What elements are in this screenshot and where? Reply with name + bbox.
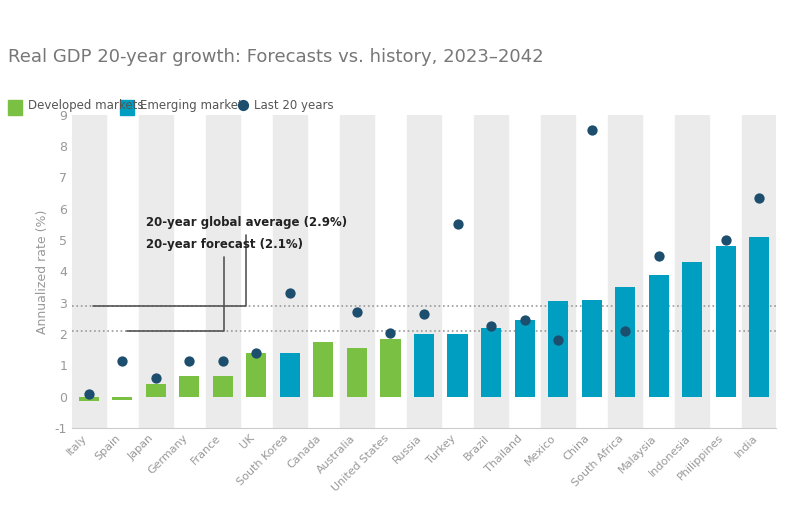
Point bbox=[350, 308, 363, 316]
Y-axis label: Annualized rate (%): Annualized rate (%) bbox=[36, 209, 50, 334]
Bar bbox=[273, 115, 306, 428]
Bar bbox=[78, 397, 99, 401]
Bar bbox=[213, 376, 233, 397]
Point bbox=[183, 357, 196, 365]
Point bbox=[418, 310, 430, 318]
Bar bbox=[615, 287, 635, 397]
Text: Real GDP 20-year growth: Forecasts vs. history, 2023–2042: Real GDP 20-year growth: Forecasts vs. h… bbox=[8, 49, 544, 66]
Bar bbox=[314, 342, 334, 397]
Bar bbox=[481, 328, 501, 397]
Text: 20-year global average (2.9%): 20-year global average (2.9%) bbox=[94, 217, 347, 306]
Bar bbox=[716, 246, 736, 397]
Point bbox=[82, 389, 95, 398]
Point bbox=[116, 357, 129, 365]
Point bbox=[753, 194, 766, 202]
Bar bbox=[246, 353, 266, 397]
Point bbox=[652, 252, 665, 260]
Bar bbox=[649, 275, 669, 397]
Bar bbox=[474, 115, 508, 428]
Bar bbox=[675, 115, 709, 428]
Bar bbox=[514, 320, 534, 397]
Bar bbox=[749, 237, 770, 397]
Point bbox=[586, 126, 598, 135]
Bar bbox=[112, 397, 132, 400]
Bar bbox=[414, 334, 434, 397]
Bar bbox=[682, 262, 702, 397]
Bar bbox=[179, 376, 199, 397]
Point bbox=[719, 236, 732, 244]
Bar bbox=[146, 384, 166, 397]
Text: 20-year forecast (2.1%): 20-year forecast (2.1%) bbox=[126, 239, 302, 331]
Point bbox=[384, 328, 397, 337]
Bar bbox=[742, 115, 776, 428]
Point bbox=[618, 327, 631, 335]
Point bbox=[250, 349, 262, 357]
Bar bbox=[347, 348, 367, 397]
Bar bbox=[582, 300, 602, 397]
Point bbox=[150, 374, 162, 382]
Bar bbox=[206, 115, 240, 428]
Bar bbox=[120, 100, 134, 115]
Text: Developed markets: Developed markets bbox=[28, 99, 143, 112]
Point bbox=[485, 322, 498, 330]
Bar bbox=[407, 115, 441, 428]
Bar bbox=[542, 115, 575, 428]
Text: Emerging markets: Emerging markets bbox=[140, 99, 249, 112]
Bar bbox=[608, 115, 642, 428]
Bar bbox=[8, 100, 22, 115]
Point bbox=[451, 220, 464, 229]
Text: Last 20 years: Last 20 years bbox=[254, 99, 334, 112]
Point bbox=[518, 316, 531, 324]
Bar bbox=[381, 339, 401, 397]
Point bbox=[217, 357, 230, 365]
Bar bbox=[72, 115, 106, 428]
Bar bbox=[548, 301, 568, 397]
Point bbox=[552, 336, 565, 345]
Bar bbox=[447, 334, 467, 397]
Point bbox=[283, 289, 296, 298]
Bar bbox=[139, 115, 173, 428]
Bar bbox=[340, 115, 374, 428]
Bar bbox=[280, 353, 300, 397]
